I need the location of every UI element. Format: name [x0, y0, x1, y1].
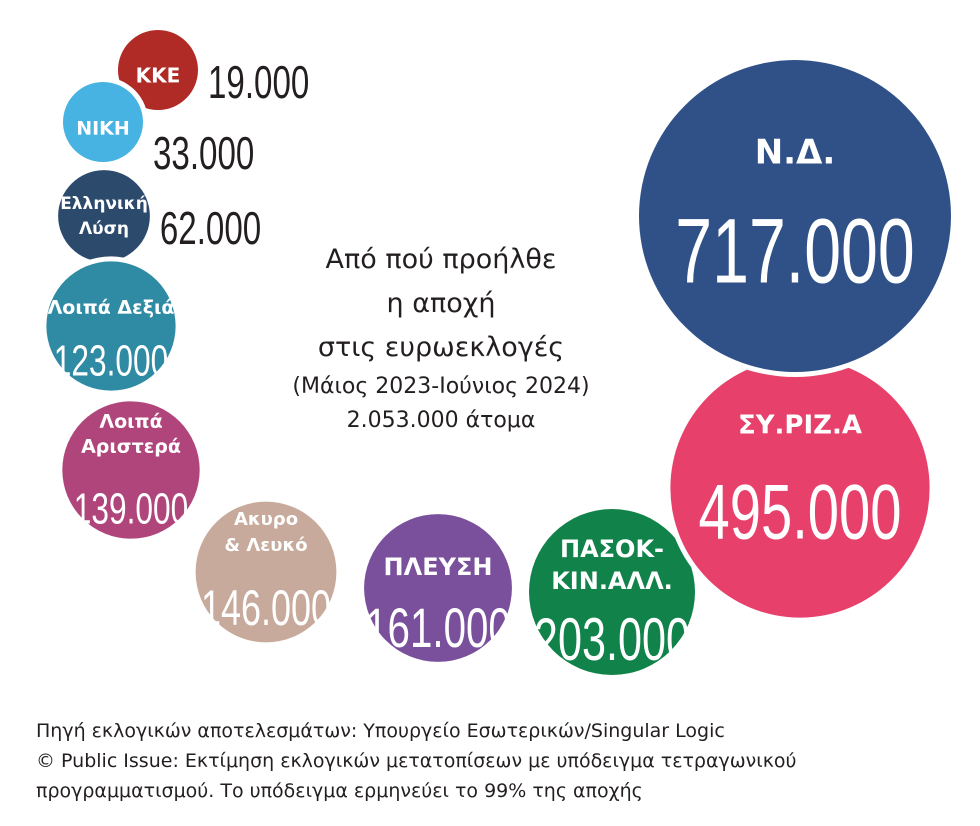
- bubble-λοιπά-αριστερά: Λοιπά Αριστερά 139.000: [57, 396, 205, 544]
- bubble-value: 123.000: [54, 337, 168, 386]
- bubble-label: ΠΑΣΟΚ-: [560, 535, 664, 563]
- bubble-label: Αριστερά: [81, 436, 181, 458]
- bubble-label: Ακυρο: [234, 509, 298, 530]
- bubble-circle: [670, 358, 930, 618]
- bubble-λοιπά-δεξιά: Λοιπά Δεξιά 123.000: [41, 256, 181, 396]
- bubble-label: Ν.Δ.: [755, 133, 836, 173]
- bubble-circle: [528, 508, 696, 676]
- bubble-πασοκ-κιν-αλλ: ΠΑΣΟΚ- ΚΙΝ.ΑΛΛ. 203.000: [523, 503, 701, 681]
- chart-total: 2.053.000 άτομα: [346, 408, 536, 433]
- bubble-value: 146.000: [201, 582, 331, 637]
- bubble-circle: [639, 60, 951, 372]
- chart-period: (Μάιος 2023-Ιούνιος 2024): [292, 374, 590, 399]
- bubble-circle: [62, 401, 200, 539]
- bubble-value: 717.000: [675, 199, 914, 302]
- bubble-label: Λοιπά Δεξιά: [48, 297, 175, 319]
- bubble-circle: [118, 30, 198, 110]
- bubble-label: Λοιπά: [99, 411, 162, 433]
- bubble-συ-ριζ-α: ΣΥ.ΡΙΖ.Α 495.000: [665, 353, 935, 623]
- title-line-2: η αποχή: [386, 288, 496, 319]
- bubble-ακυρο-λευκό: Ακυρο & Λευκό 146.000: [190, 496, 342, 648]
- bubble-label: ΚΚΕ: [136, 64, 181, 88]
- bubble-value: 161.000: [365, 597, 511, 659]
- bubble-value: 19.000: [208, 58, 309, 108]
- bubble-label: Λύση: [79, 219, 129, 239]
- bubble-value: 203.000: [534, 607, 690, 674]
- chart-title: Από πού προήλθε η αποχή στις ευρωεκλογές…: [226, 238, 656, 438]
- bubble-value: 33.000: [153, 129, 254, 179]
- bubble-circle: [63, 82, 143, 162]
- bubble-label: & Λευκό: [224, 535, 307, 556]
- bubble-label: ΠΛΕΥΣΗ: [384, 553, 493, 581]
- bubble-ελληνική-λύση: Ελληνική Λύση 62.000: [53, 165, 261, 267]
- title-line-3: στις ευρωεκλογές: [317, 332, 565, 363]
- method-note-2: προγραμματισμού. Το υπόδειγμα ερμηνεύει …: [36, 780, 643, 802]
- bubble-πλευση: ΠΛΕΥΣΗ 161.000: [359, 509, 517, 667]
- bubble-value: 62.000: [160, 204, 261, 254]
- method-note-1: © Public Issue: Εκτίμηση εκλογικών μετατ…: [36, 750, 797, 772]
- bubble-label: ΝΙΚΗ: [76, 118, 130, 140]
- bubble-value: 495.000: [699, 469, 902, 556]
- bubble-circle: [364, 514, 512, 662]
- chart-footer: Πηγή εκλογικών αποτελεσμάτων: Υπουργείο …: [36, 716, 956, 806]
- bubble-νικη: ΝΙΚΗ 33.000: [58, 77, 254, 179]
- bubble-ν-δ: Ν.Δ. 717.000: [634, 55, 956, 377]
- source-note: Πηγή εκλογικών αποτελεσμάτων: Υπουργείο …: [36, 720, 725, 742]
- bubble-value: 139.000: [74, 485, 188, 534]
- bubble-circle: [46, 261, 176, 391]
- bubble-label: ΚΙΝ.ΑΛΛ.: [551, 567, 673, 595]
- bubble-label: ΣΥ.ΡΙΖ.Α: [738, 411, 862, 441]
- title-line-1: Από πού προήλθε: [325, 244, 557, 275]
- bubble-circle: [195, 501, 337, 643]
- bubble-label: Ελληνική: [60, 194, 148, 214]
- bubble-circle: [58, 170, 150, 262]
